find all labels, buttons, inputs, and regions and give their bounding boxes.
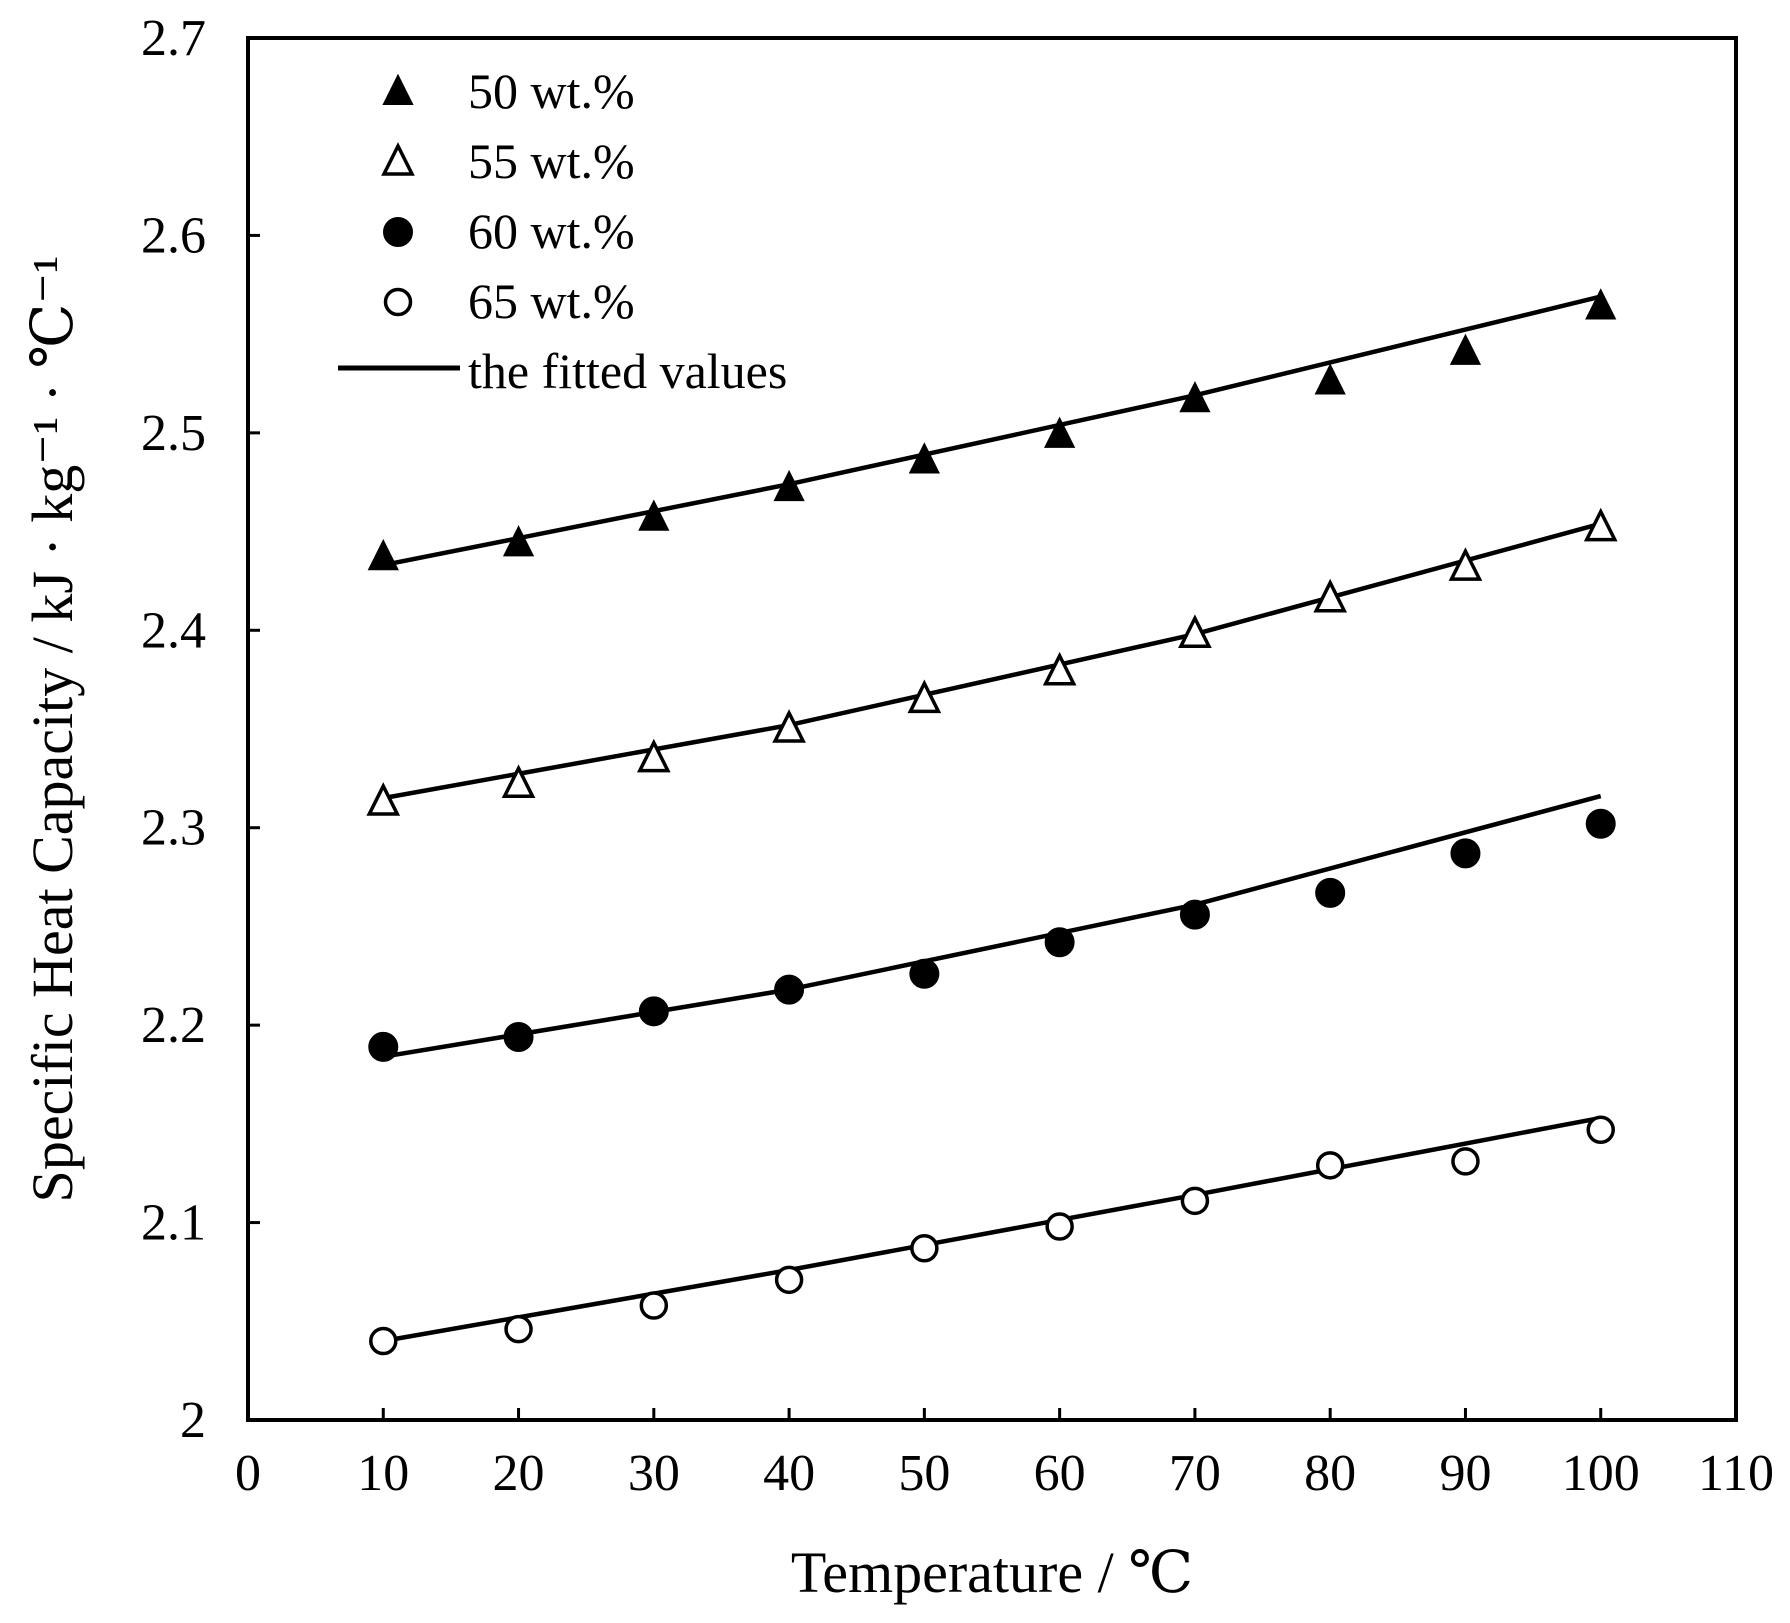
point-series-2 — [1179, 899, 1210, 930]
point-series-3 — [1315, 1151, 1345, 1180]
x-tick-label: 50 — [898, 1445, 950, 1502]
legend-label-60: 60 wt.% — [468, 203, 635, 259]
legend-marker-0 — [382, 73, 414, 105]
x-tick-label: 70 — [1169, 1445, 1221, 1502]
y-tick-label: 2.5 — [141, 405, 206, 462]
point-series-3 — [774, 1265, 804, 1295]
fitted-line-fit-55 — [382, 521, 1602, 801]
x-tick-label: 100 — [1562, 1445, 1640, 1502]
legend: 50 wt.% 55 wt.% 60 wt.% 65 wt.% the fitt… — [338, 63, 787, 399]
fitted-line-fit-65 — [382, 1115, 1602, 1344]
y-axis-title: Specific Heat Capacity / kJ · kg⁻¹ · ℃⁻¹ — [20, 256, 85, 1203]
point-series-1 — [366, 782, 401, 816]
point-series-1 — [1178, 614, 1212, 648]
point-series-1 — [1583, 507, 1618, 542]
point-series-3 — [1045, 1212, 1074, 1241]
x-tick-label: 90 — [1439, 1445, 1491, 1502]
plot-area — [246, 36, 1738, 1422]
point-series-3 — [504, 1314, 533, 1344]
point-series-2 — [1585, 808, 1616, 839]
legend-marker-1 — [381, 142, 415, 176]
point-series-2 — [1315, 877, 1346, 908]
x-tick-label: 60 — [1034, 1445, 1086, 1502]
legend-label-65: 65 wt.% — [468, 273, 635, 329]
point-series-1 — [1042, 651, 1077, 686]
point-series-1 — [907, 679, 942, 714]
x-tick-label: 40 — [763, 1445, 815, 1502]
point-series-0 — [1044, 416, 1076, 448]
point-series-1 — [1313, 578, 1348, 613]
data-points — [366, 288, 1618, 1356]
x-tick-label: 0 — [235, 1445, 261, 1502]
y-tick-label: 2.1 — [141, 1195, 206, 1252]
legend-marker-2 — [383, 217, 413, 247]
point-series-0 — [367, 539, 399, 571]
point-series-2 — [503, 1021, 534, 1052]
y-tick-label: 2.6 — [141, 207, 206, 264]
x-tick-label: 110 — [1698, 1445, 1774, 1502]
x-axis-ticks: 0 10 20 30 40 50 60 70 80 90 100 110 — [235, 1408, 1774, 1502]
legend-label-50: 50 wt.% — [468, 63, 635, 119]
point-series-0 — [1449, 333, 1482, 365]
point-series-2 — [1450, 838, 1481, 869]
point-series-2 — [638, 996, 669, 1027]
point-series-1 — [772, 709, 806, 743]
point-series-1 — [636, 738, 671, 773]
point-series-1 — [501, 764, 536, 799]
legend-label-55: 55 wt.% — [468, 133, 635, 189]
y-tick-label: 2.2 — [141, 997, 206, 1054]
point-series-3 — [1180, 1186, 1210, 1216]
y-axis-ticks: 2 2.1 2.2 2.3 2.4 2.5 2.6 2.7 — [141, 10, 260, 1449]
point-series-3 — [1451, 1147, 1480, 1176]
y-tick-label: 2.3 — [141, 800, 206, 857]
fitted-line-fit-60 — [382, 793, 1602, 1059]
x-tick-label: 30 — [628, 1445, 680, 1502]
point-series-3 — [1586, 1115, 1615, 1145]
point-series-0 — [638, 499, 670, 531]
legend-label-fit: the fitted values — [468, 343, 787, 399]
point-series-0 — [1179, 381, 1211, 413]
x-tick-label: 10 — [357, 1445, 409, 1502]
point-series-2 — [368, 1031, 399, 1062]
point-series-0 — [1585, 288, 1617, 320]
point-series-0 — [773, 469, 805, 502]
point-series-3 — [369, 1326, 398, 1356]
y-tick-label: 2.4 — [141, 602, 206, 659]
y-tick-label: 2 — [180, 1392, 206, 1449]
x-tick-label: 20 — [493, 1445, 545, 1502]
point-series-2 — [1044, 927, 1075, 958]
fitted-lines — [382, 294, 1602, 1344]
point-series-0 — [502, 525, 535, 557]
point-series-3 — [910, 1233, 939, 1263]
y-tick-label: 2.7 — [141, 10, 206, 67]
fitted-line-fit-50 — [382, 294, 1602, 568]
point-series-3 — [639, 1291, 669, 1320]
point-series-0 — [908, 442, 940, 474]
x-tick-label: 80 — [1304, 1445, 1356, 1502]
point-series-0 — [1314, 363, 1346, 395]
legend-markers — [381, 73, 415, 317]
point-series-2 — [909, 958, 940, 989]
legend-marker-3 — [383, 287, 413, 317]
x-axis-title: Temperature / ℃ — [791, 1540, 1193, 1605]
point-series-1 — [1448, 547, 1483, 581]
point-series-2 — [774, 974, 805, 1005]
